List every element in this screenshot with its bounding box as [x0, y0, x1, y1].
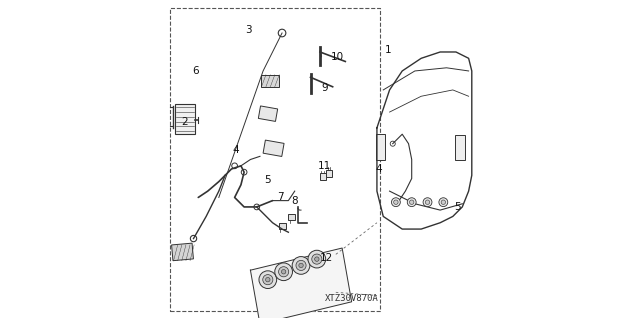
Circle shape	[299, 263, 303, 268]
Bar	[172, 243, 193, 261]
Circle shape	[426, 200, 429, 204]
Text: 6: 6	[192, 66, 198, 76]
Circle shape	[441, 200, 445, 204]
FancyBboxPatch shape	[455, 135, 465, 160]
Circle shape	[439, 198, 448, 207]
Polygon shape	[250, 248, 351, 319]
Text: 10: 10	[331, 52, 344, 62]
Circle shape	[259, 271, 276, 288]
FancyBboxPatch shape	[320, 173, 326, 180]
Circle shape	[312, 254, 322, 264]
Circle shape	[308, 250, 326, 268]
Circle shape	[278, 267, 289, 277]
Text: 4: 4	[233, 145, 239, 155]
Circle shape	[407, 198, 416, 207]
Text: 1: 1	[385, 45, 391, 56]
Text: XTZ30V870A: XTZ30V870A	[324, 294, 378, 303]
Circle shape	[394, 200, 398, 204]
Bar	[170, 8, 380, 311]
Text: 5: 5	[264, 175, 271, 185]
Circle shape	[275, 263, 292, 281]
Circle shape	[392, 198, 401, 207]
Bar	[262, 75, 279, 87]
Text: 7: 7	[277, 192, 284, 203]
Text: 12: 12	[320, 253, 333, 263]
Circle shape	[282, 270, 286, 274]
Text: 4: 4	[375, 164, 382, 174]
Text: 9: 9	[321, 83, 328, 93]
Bar	[263, 140, 284, 157]
Circle shape	[263, 275, 273, 285]
Circle shape	[410, 200, 414, 204]
FancyBboxPatch shape	[326, 170, 332, 177]
Bar	[279, 223, 286, 229]
Bar	[289, 214, 295, 219]
Text: 11: 11	[318, 161, 332, 171]
Circle shape	[423, 198, 432, 207]
Circle shape	[296, 260, 306, 271]
Circle shape	[266, 278, 270, 282]
Bar	[259, 106, 278, 122]
Text: 2: 2	[181, 116, 188, 127]
Text: 5: 5	[454, 202, 461, 212]
Text: 8: 8	[291, 196, 298, 206]
Circle shape	[292, 256, 310, 274]
Text: 3: 3	[246, 25, 252, 35]
FancyBboxPatch shape	[376, 134, 385, 160]
FancyBboxPatch shape	[175, 104, 195, 134]
Circle shape	[315, 257, 319, 261]
